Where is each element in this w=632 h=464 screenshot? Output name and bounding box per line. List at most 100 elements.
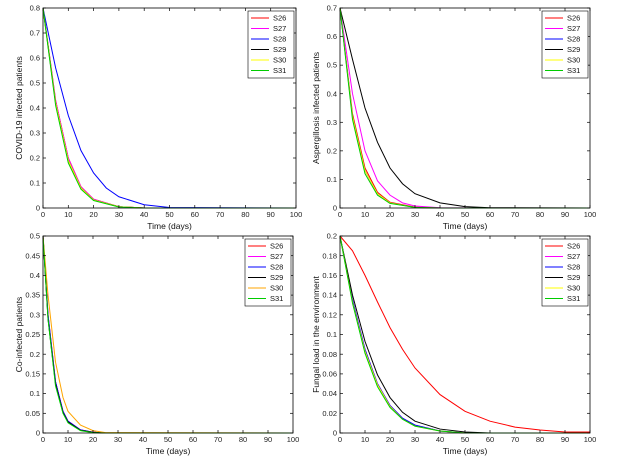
x-tick-label: 70 (511, 435, 519, 444)
x-tick-label: 70 (216, 210, 224, 219)
y-tick-label: 0.2 (30, 154, 40, 163)
x-tick-label: 10 (64, 210, 72, 219)
y-tick-label: 0.2 (30, 350, 40, 359)
x-tick-label: 30 (411, 435, 419, 444)
y-tick-label: 0.4 (30, 271, 40, 280)
x-tick-label: 10 (361, 435, 369, 444)
legend-label-s31: S31 (567, 294, 580, 303)
legend-label-s30: S30 (567, 56, 580, 65)
x-axis-label: Time (days) (443, 221, 488, 231)
x-tick-label: 0 (338, 435, 342, 444)
y-axis-label: COVID-19 infected patients (14, 56, 24, 159)
legend-label-s27: S27 (273, 24, 286, 33)
y-tick-label: 0.14 (322, 291, 337, 300)
y-tick-label: 0.8 (30, 4, 40, 13)
series-line-s30 (42, 235, 294, 434)
legend-label-s29: S29 (270, 273, 283, 282)
y-tick-label: 0.2 (327, 232, 337, 241)
legend-label-s28: S28 (273, 35, 286, 44)
legend-label-s29: S29 (567, 273, 580, 282)
x-tick-label: 40 (436, 210, 444, 219)
legend-box (247, 10, 295, 79)
legend-label-s28: S28 (567, 35, 580, 44)
y-tick-label: 0.1 (327, 175, 337, 184)
x-tick-label: 90 (264, 435, 272, 444)
x-tick-label: 80 (241, 210, 249, 219)
y-tick-label: 0.16 (322, 271, 337, 280)
series-line-s29 (339, 7, 591, 209)
y-tick-label: 0.06 (322, 370, 337, 379)
x-tick-label: 50 (165, 210, 173, 219)
x-tick-label: 20 (89, 435, 97, 444)
x-tick-label: 30 (114, 435, 122, 444)
y-axis-label: Fungal load in the environment (311, 276, 321, 393)
legend-label-s27: S27 (270, 252, 283, 261)
y-tick-label: 0.18 (322, 251, 337, 260)
y-tick-label: 0.12 (322, 310, 337, 319)
y-tick-label: 0.2 (327, 146, 337, 155)
x-tick-label: 0 (41, 435, 45, 444)
legend-label-s26: S26 (567, 242, 580, 251)
chart-panel-1: 0 10 20 30 40 50 60 70 80 90 100 0 0.1 0.2 0.3 0.4 0.5 0.… (14, 4, 302, 231)
y-tick-label: 0 (36, 204, 40, 213)
x-tick-label: 0 (41, 210, 45, 219)
x-tick-label: 80 (239, 435, 247, 444)
chart-panel-4: 0 10 20 30 40 50 60 70 80 90 100 0 0.02 0.04 0.06 0.08 0… (311, 232, 596, 456)
x-tick-label: 50 (461, 210, 469, 219)
x-tick-label: 100 (290, 210, 303, 219)
y-tick-label: 0.35 (25, 291, 40, 300)
x-tick-label: 90 (561, 210, 569, 219)
y-tick-label: 0.5 (30, 79, 40, 88)
y-tick-label: 0.15 (25, 370, 40, 379)
x-tick-label: 80 (536, 210, 544, 219)
chart-panel-3: 0 10 20 30 40 50 60 70 80 90 100 0 0.05 0.1 0.15 0.2 0.2… (14, 232, 299, 456)
series-line-s31 (339, 235, 590, 434)
legend-label-s28: S28 (270, 263, 283, 272)
legend-label-s31: S31 (273, 66, 286, 75)
x-tick-label: 60 (486, 435, 494, 444)
y-tick-label: 0.1 (30, 179, 40, 188)
legend-label-s26: S26 (273, 14, 286, 23)
legend-label-s30: S30 (567, 284, 580, 293)
y-tick-label: 0.1 (327, 330, 337, 339)
y-tick-label: 0.08 (322, 350, 337, 359)
x-tick-label: 50 (164, 435, 172, 444)
x-tick-label: 30 (115, 210, 123, 219)
x-tick-label: 20 (89, 210, 97, 219)
x-tick-label: 90 (267, 210, 275, 219)
y-tick-label: 0.5 (30, 232, 40, 241)
x-tick-label: 100 (584, 435, 597, 444)
y-tick-label: 0.6 (327, 32, 337, 41)
x-tick-label: 90 (561, 435, 569, 444)
y-tick-label: 0.4 (327, 89, 337, 98)
y-tick-label: 0 (333, 204, 337, 213)
y-tick-label: 0.45 (25, 251, 40, 260)
x-tick-label: 40 (140, 210, 148, 219)
y-tick-label: 0.05 (25, 409, 40, 418)
y-tick-label: 0.7 (30, 29, 40, 38)
y-tick-label: 0 (333, 429, 337, 438)
x-axis-label: Time (days) (443, 446, 488, 456)
x-tick-label: 60 (189, 435, 197, 444)
series-line-s29 (339, 235, 590, 434)
x-tick-label: 10 (361, 210, 369, 219)
x-axis-label: Time (days) (146, 446, 191, 456)
series-group (339, 235, 590, 434)
x-tick-label: 100 (287, 435, 300, 444)
x-axis-label: Time (days) (147, 221, 192, 231)
y-tick-label: 0.1 (30, 389, 40, 398)
y-tick-label: 0.3 (30, 310, 40, 319)
legend-label-s30: S30 (270, 284, 283, 293)
legend-label-s27: S27 (567, 24, 580, 33)
y-axis-label: Aspergillosis infected patients (311, 52, 321, 164)
series-line-s27 (339, 7, 591, 209)
y-axis-label: Co-infected patients (14, 297, 24, 373)
y-tick-label: 0.5 (327, 61, 337, 70)
x-tick-label: 60 (191, 210, 199, 219)
y-tick-label: 0.02 (322, 409, 337, 418)
x-tick-label: 40 (139, 435, 147, 444)
